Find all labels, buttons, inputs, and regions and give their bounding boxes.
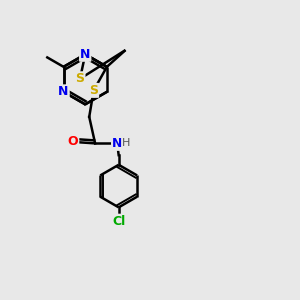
Text: O: O <box>68 135 78 148</box>
Text: N: N <box>58 85 69 98</box>
Text: N: N <box>80 48 90 61</box>
Text: S: S <box>76 72 85 85</box>
Text: Cl: Cl <box>112 215 125 228</box>
Text: H: H <box>122 138 130 148</box>
Text: S: S <box>89 84 98 97</box>
Text: N: N <box>112 137 122 150</box>
